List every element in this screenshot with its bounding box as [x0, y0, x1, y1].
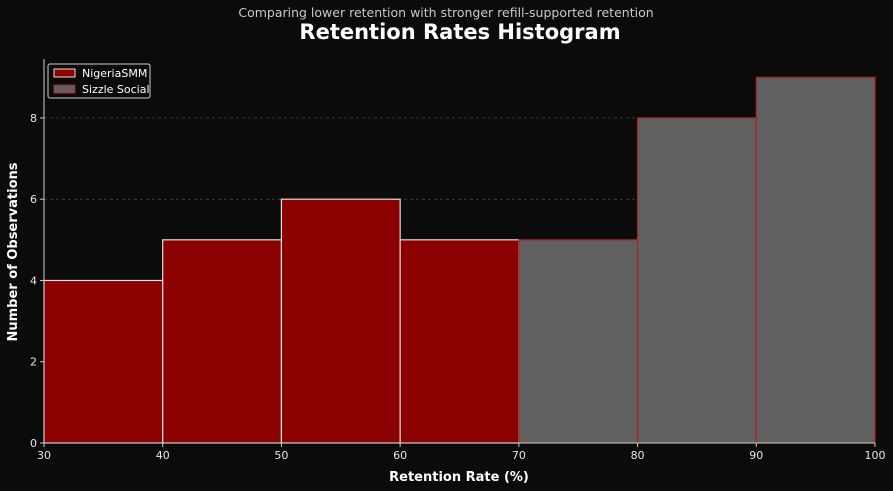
chart-subtitle: Comparing lower retention with stronger … [238, 5, 653, 20]
x-tick-label: 50 [274, 449, 288, 462]
x-tick-label: 90 [749, 449, 763, 462]
y-tick-label: 6 [30, 193, 37, 206]
legend-label-nigeriasmm: NigeriaSMM [82, 67, 147, 80]
bars-group [43, 76, 876, 444]
bar-nigeriasmm [162, 239, 283, 444]
x-tick-label: 60 [393, 449, 407, 462]
bar-nigeriasmm [280, 198, 401, 444]
x-tick-label: 40 [156, 449, 170, 462]
bar-sizzle-social [636, 117, 757, 444]
chart-title: Retention Rates Histogram [299, 20, 620, 44]
legend-swatch-sizzle-social [53, 84, 76, 94]
bar-sizzle-social [755, 76, 876, 444]
y-tick-label: 0 [30, 437, 37, 450]
x-tick-label: 70 [512, 449, 526, 462]
y-tick-label: 8 [30, 112, 37, 125]
y-tick-label: 4 [30, 274, 37, 287]
x-tick-label: 80 [631, 449, 645, 462]
y-tick-label: 2 [30, 356, 37, 369]
x-tick-label: 100 [865, 449, 886, 462]
bar-nigeriasmm [43, 279, 164, 444]
legend-swatch-nigeriasmm [53, 68, 76, 78]
legend: NigeriaSMM Sizzle Social [47, 63, 151, 99]
legend-label-sizzle-social: Sizzle Social [82, 83, 150, 96]
bar-nigeriasmm [399, 239, 520, 444]
bar-sizzle-social [518, 239, 639, 444]
y-axis-label: Number of Observations [6, 162, 21, 341]
axes [43, 59, 875, 444]
x-tick-label: 30 [37, 449, 51, 462]
tick-labels: 0 2 4 6 8 30 40 50 60 70 80 90 100 [30, 112, 886, 462]
x-axis-label: Retention Rate (%) [389, 470, 529, 485]
